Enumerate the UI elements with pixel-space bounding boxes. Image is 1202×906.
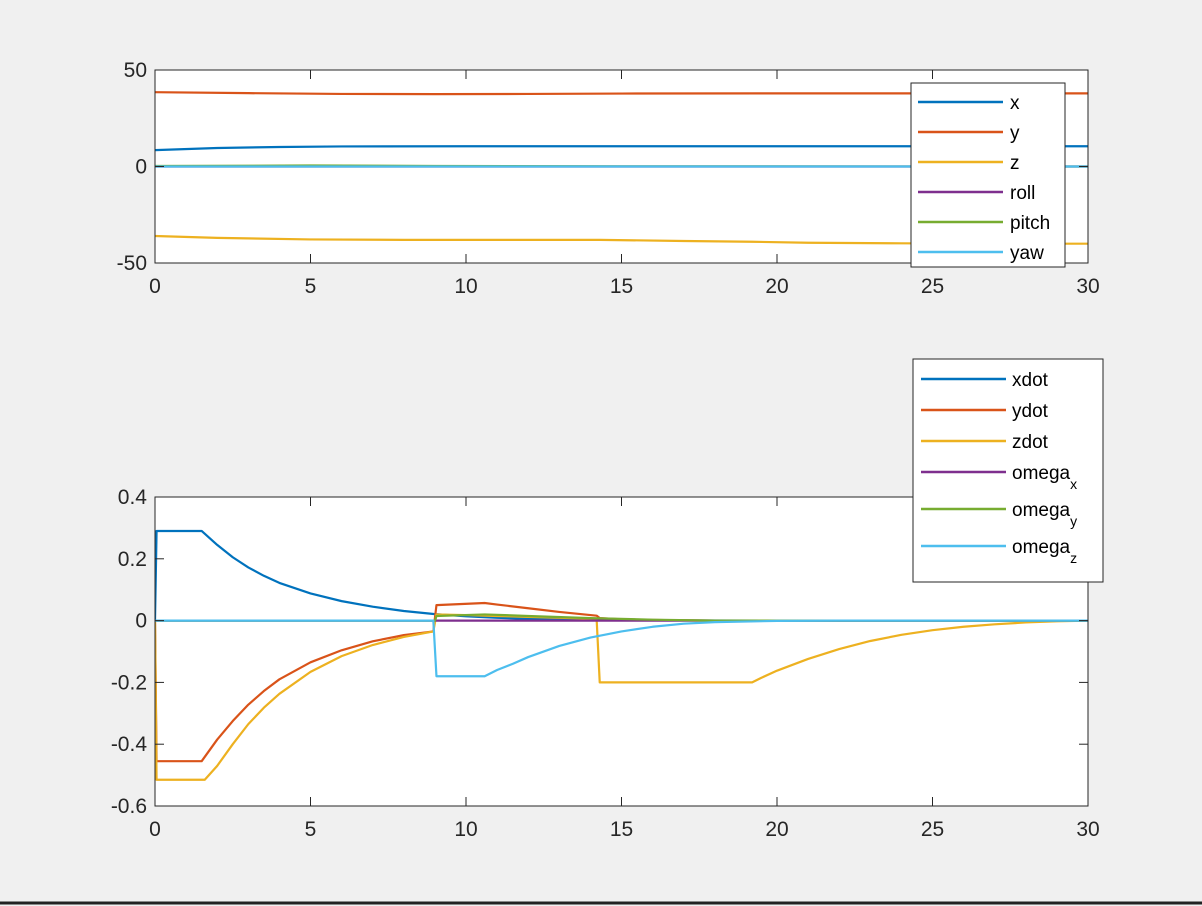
legend-subscript: z (1070, 550, 1077, 566)
legend-label-z: z (1010, 153, 1020, 174)
x-tick-label: 0 (149, 275, 161, 298)
x-tick-label: 30 (1076, 275, 1099, 298)
x-tick-label: 20 (765, 818, 788, 841)
y-tick-label: 0 (135, 610, 147, 633)
legend-label-pitch: pitch (1010, 213, 1050, 234)
legend-label-y: y (1010, 123, 1020, 144)
legend-label-xdot: xdot (1012, 370, 1049, 391)
x-tick-label: 15 (610, 275, 633, 298)
legend-label-ydot: ydot (1012, 401, 1049, 422)
plot-2: 0 5 10 15 20 25 30 -0.6 -0.4 -0.2 0 0.2 0.4 xdot ydot z… (111, 358, 1104, 841)
x-tick-label: 10 (454, 275, 477, 298)
legend-label-x: x (1010, 93, 1020, 114)
x-tick-label: 15 (610, 818, 633, 841)
legend: xyz roll pitch yaw (910, 82, 1066, 268)
series-line-y (155, 91, 1088, 96)
y-tick-label: 0.4 (118, 486, 148, 509)
y-tick-label: 0.2 (118, 548, 147, 571)
legend-label-yaw: yaw (1010, 243, 1044, 264)
legend-box (912, 358, 1104, 583)
x-tick-label: 5 (305, 818, 317, 841)
y-tick-label: -50 (117, 252, 147, 275)
series-line-x (155, 145, 1088, 152)
legend-subscript: y (1070, 513, 1077, 529)
x-tick-label: 10 (454, 818, 477, 841)
series-line-omegaz (155, 619, 1088, 678)
series-line-omegay (155, 613, 1088, 622)
legend-box (910, 82, 1066, 268)
y-tick-label: -0.2 (111, 671, 147, 694)
x-tick-label: 25 (921, 275, 944, 298)
x-tick-label: 5 (305, 275, 317, 298)
legend-subscript: x (1070, 476, 1077, 492)
y-tick-label: -0.4 (111, 733, 148, 756)
y-tick-label: 0 (135, 156, 147, 179)
y-tick-label: 50 (124, 59, 147, 82)
legend-label-roll: roll (1010, 183, 1035, 204)
x-tick-label: 20 (765, 275, 788, 298)
legend-label-zdot: zdot (1012, 432, 1049, 453)
series-group (155, 529, 1088, 781)
y-tick-label: -0.6 (111, 795, 147, 818)
x-tick-label: 25 (921, 818, 944, 841)
x-tick-label: 30 (1076, 818, 1099, 841)
x-tick-label: 0 (149, 818, 161, 841)
